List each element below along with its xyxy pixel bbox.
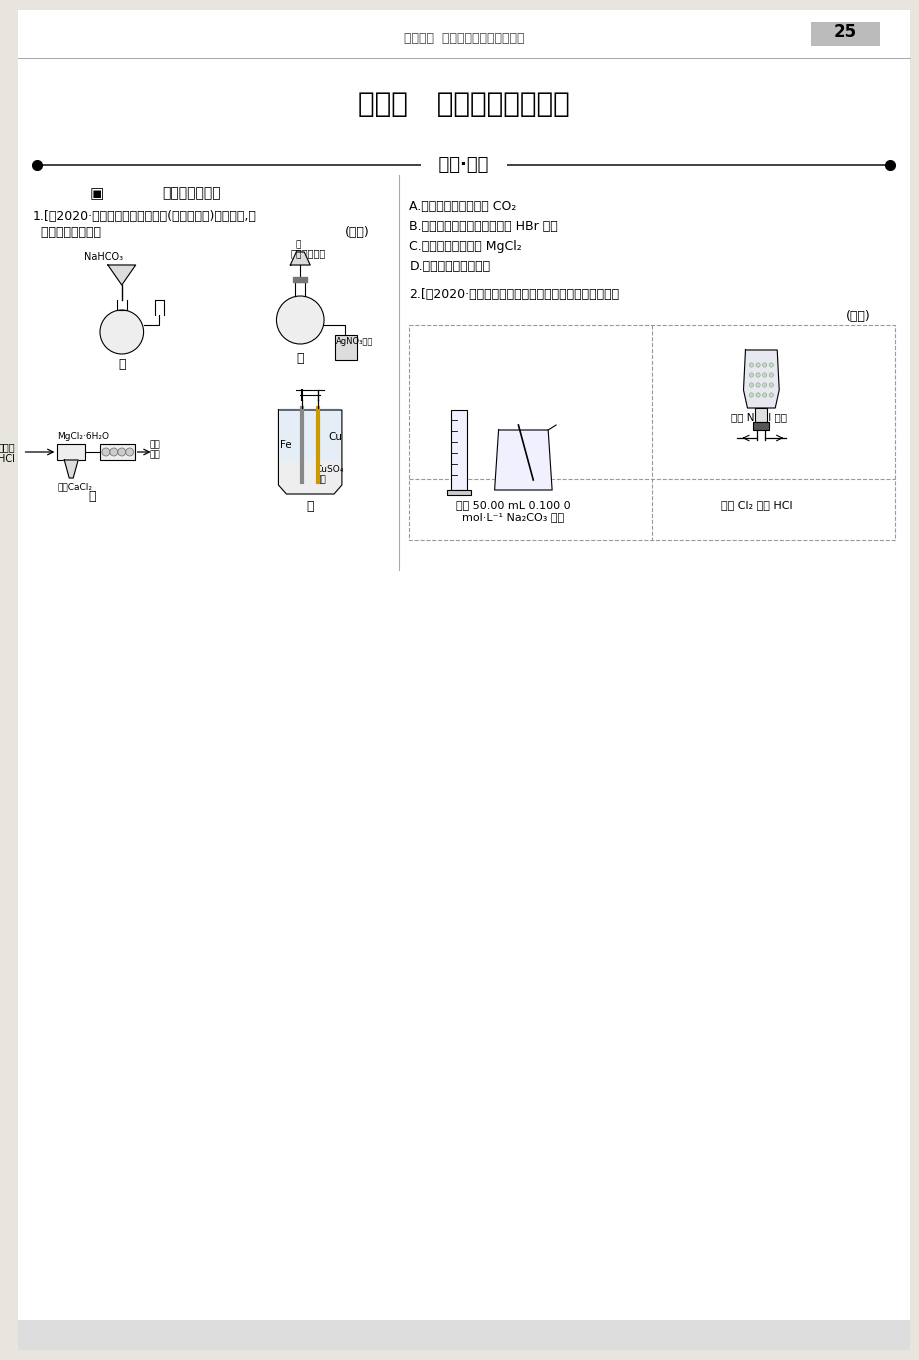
Text: 丙: 丙 [88,490,96,503]
Polygon shape [278,409,342,494]
Text: 题型七   化学实验基础应用: 题型七 化学实验基础应用 [357,90,569,118]
Text: 达到实验目的的是: 达到实验目的的是 [32,226,100,239]
Bar [450,409,466,490]
Text: D.用丁装置在鐵上镀铜: D.用丁装置在鐵上镀铜 [409,260,490,273]
Bar [754,408,766,422]
Bar [57,443,85,460]
Circle shape [126,447,133,456]
Text: 鐵
粉: 鐵 粉 [295,239,301,260]
Bar [810,22,879,46]
Polygon shape [280,408,339,460]
Text: CuSO₄
溶液: CuSO₄ 溶液 [315,465,343,484]
Circle shape [755,373,759,377]
Polygon shape [64,460,78,477]
Text: 第一部分  高考化学选择题专项突破: 第一部分 高考化学选择题专项突破 [403,33,524,45]
Circle shape [102,447,109,456]
Text: ▣: ▣ [90,186,104,201]
Text: 25: 25 [834,23,857,41]
Text: 丁: 丁 [306,500,313,513]
Text: MgCl₂·6H₂O: MgCl₂·6H₂O [57,432,109,441]
Circle shape [277,296,323,344]
Text: 尾气
处理: 尾气 处理 [150,441,160,460]
Polygon shape [108,265,135,286]
Bar [100,443,134,460]
Text: B.用乙装置制备溟苯并验证有 HBr 产生: B.用乙装置制备溟苯并验证有 HBr 产生 [409,220,558,233]
Polygon shape [290,252,310,265]
Bar [17,1321,909,1350]
Circle shape [768,393,773,397]
Circle shape [762,373,766,377]
Circle shape [748,373,753,377]
Text: A.用甲装置制备并收集 CO₂: A.用甲装置制备并收集 CO₂ [409,200,516,214]
Circle shape [748,382,753,388]
Text: 干燥的
HCl: 干燥的 HCl [0,442,16,464]
Polygon shape [743,350,778,408]
Text: AgNO₃溶液: AgNO₃溶液 [335,337,373,345]
Text: 除去 Cl₂ 中的 HCl: 除去 Cl₂ 中的 HCl [720,500,791,510]
Text: 甲: 甲 [118,358,125,371]
Text: 2.[〠2020·天津卷〡下列实验仪器或装置的选择正确的是: 2.[〠2020·天津卷〡下列实验仪器或装置的选择正确的是 [409,288,618,301]
Circle shape [755,382,759,388]
Bar [335,335,357,360]
Text: 饱和 NaCl 溶液: 饱和 NaCl 溶液 [731,412,787,422]
Circle shape [768,373,773,377]
Text: (　　): ( ) [345,226,369,239]
Text: 无水CaCl₂: 无水CaCl₂ [57,481,92,491]
Circle shape [748,363,753,367]
Circle shape [768,382,773,388]
Text: 『自主命题卷』: 『自主命题卷』 [162,186,221,200]
Bar [753,422,768,430]
Bar [447,490,471,495]
Text: 1.[〠2020·山东卷〡利用下列装置(夹持装置略)进行实验,能: 1.[〠2020·山东卷〡利用下列装置(夹持装置略)进行实验,能 [32,209,256,223]
Text: (　　): ( ) [845,310,869,324]
Circle shape [755,393,759,397]
Text: NaHCO₃: NaHCO₃ [84,252,123,262]
Text: Fe: Fe [280,441,291,450]
Bar [409,325,894,540]
Text: 真题·考情: 真题·考情 [426,156,501,174]
Circle shape [762,363,766,367]
Circle shape [109,447,118,456]
Text: 乙: 乙 [296,352,303,364]
Circle shape [118,447,126,456]
Polygon shape [494,430,551,490]
Text: Cu: Cu [328,432,342,442]
Circle shape [100,310,143,354]
Text: 配制 50.00 mL 0.100 0
mol·L⁻¹ Na₂CO₃ 溶液: 配制 50.00 mL 0.100 0 mol·L⁻¹ Na₂CO₃ 溶液 [456,500,570,522]
Circle shape [768,363,773,367]
Circle shape [748,393,753,397]
Text: 苯、溟混合液: 苯、溟混合液 [290,248,325,258]
Circle shape [755,363,759,367]
Circle shape [762,382,766,388]
Text: C.用丙装置制备无水 MgCl₂: C.用丙装置制备无水 MgCl₂ [409,239,521,253]
Circle shape [762,393,766,397]
